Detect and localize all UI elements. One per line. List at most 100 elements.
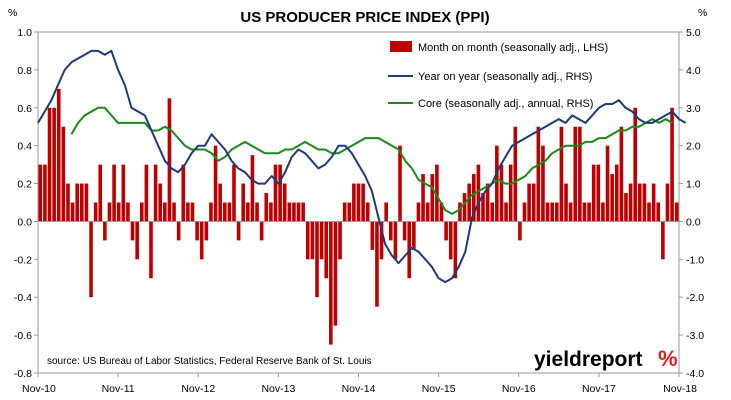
bar-mom [135,221,139,260]
bar-mom [75,183,80,222]
bar-mom [578,126,582,222]
bar-mom [665,183,670,222]
bar-mom [250,155,255,222]
right-tick-label: -4.0 [686,368,704,380]
bar-mom [522,202,527,222]
bar-mom [384,202,388,222]
left-tick-label: 1.0 [17,27,32,39]
bar-mom [554,202,559,222]
bar-mom [43,164,47,222]
bar-mom [195,221,199,241]
left-tick-label: -0.4 [14,292,32,304]
bar-mom [545,202,550,222]
bar-mom [412,221,416,250]
bar-mom [218,183,222,222]
left-tick-label: 0.0 [17,216,32,228]
bar-mom [121,164,126,222]
bar-mom [310,221,315,260]
left-tick-label: 0.6 [17,103,32,115]
bar-mom [435,164,439,222]
bar-mom [246,202,250,222]
bar-mom [352,183,356,222]
bar-mom [513,126,518,222]
bar-mom [471,174,476,222]
bar-mom [209,202,213,222]
x-tick-label: Nov-10 [22,383,56,395]
bar-mom [559,126,564,222]
bar-mom [674,202,679,222]
bar-mom [236,221,241,241]
left-tick-label: -0.8 [14,368,32,380]
bar-mom [139,202,144,222]
chart-title: US PRODUCER PRICE INDEX (PPI) [240,9,489,26]
bar-mom [112,164,116,222]
x-tick-label: Nov-11 [102,383,135,395]
bar-mom [398,145,402,222]
legend-label-yoy: Year on year (seasonally adj., RHS) [418,71,592,83]
bar-mom [296,202,301,222]
left-tick-label: 0.4 [17,141,32,153]
x-tick-label: Nov-18 [663,383,697,395]
bar-mom [38,164,43,222]
bar-mom [292,202,296,222]
bar-mom [605,145,610,222]
x-tick-label: Nov-12 [181,383,215,395]
bar-mom [518,221,522,241]
bar-mom [550,202,554,222]
right-tick-label: 2.0 [686,141,701,153]
bar-mom [481,193,485,222]
bar-mom [453,221,458,279]
bar-mom [425,202,430,222]
bar-mom [361,183,365,222]
brand-percent-icon: % [658,346,678,371]
bar-mom [61,126,66,222]
right-tick-label: -2.0 [686,292,704,304]
bar-mom [375,221,379,307]
bar-mom [319,221,324,260]
bar-mom [670,107,674,222]
bar-mom [393,221,398,260]
bar-mom [628,183,633,222]
bar-mom [89,221,93,298]
bar-mom [573,126,578,222]
bar-mom [582,202,587,222]
bar-mom [467,183,471,222]
bar-mom [98,164,103,222]
left-tick-label: -0.2 [14,254,32,266]
bar-mom [264,193,269,222]
bar-mom [333,221,338,326]
bar-mom [172,202,176,222]
bar-mom [158,183,163,222]
bar-mom [301,202,305,222]
bar-mom [541,145,545,222]
right-tick-label: 0.0 [686,216,701,228]
bar-mom [347,202,352,222]
right-tick-label: 4.0 [686,65,701,77]
legend-swatch-mom [390,41,412,52]
bar-mom [80,183,84,222]
bar-mom [476,164,481,222]
right-axis: 5.0 4.0 3.0 2.0 1.0 0.0 -1.0 -2.0 -3.0 -4.0 [679,27,704,380]
bar-mom [241,183,246,222]
bar-mom [259,221,264,241]
bar-mom [402,221,407,241]
line-yoy [37,49,687,284]
bar-mom [278,164,282,222]
bar-mom [84,183,89,222]
bar-mom [163,202,167,222]
bar-mom [637,183,642,222]
bar-mom [388,221,393,241]
bar-mom [70,202,75,222]
bar-mom [564,183,568,222]
right-axis-unit: % [698,7,707,19]
bar-mom [647,202,651,222]
bar-mom [176,221,181,241]
bar-mom [568,202,573,222]
bar-mom [633,107,637,222]
bar-mom [527,183,531,222]
bar-mom [153,164,158,222]
bar-mom [444,221,448,241]
bar-mom [47,107,52,222]
x-tick-label: Nov-15 [422,383,456,395]
left-tick-label: -0.6 [14,330,32,342]
